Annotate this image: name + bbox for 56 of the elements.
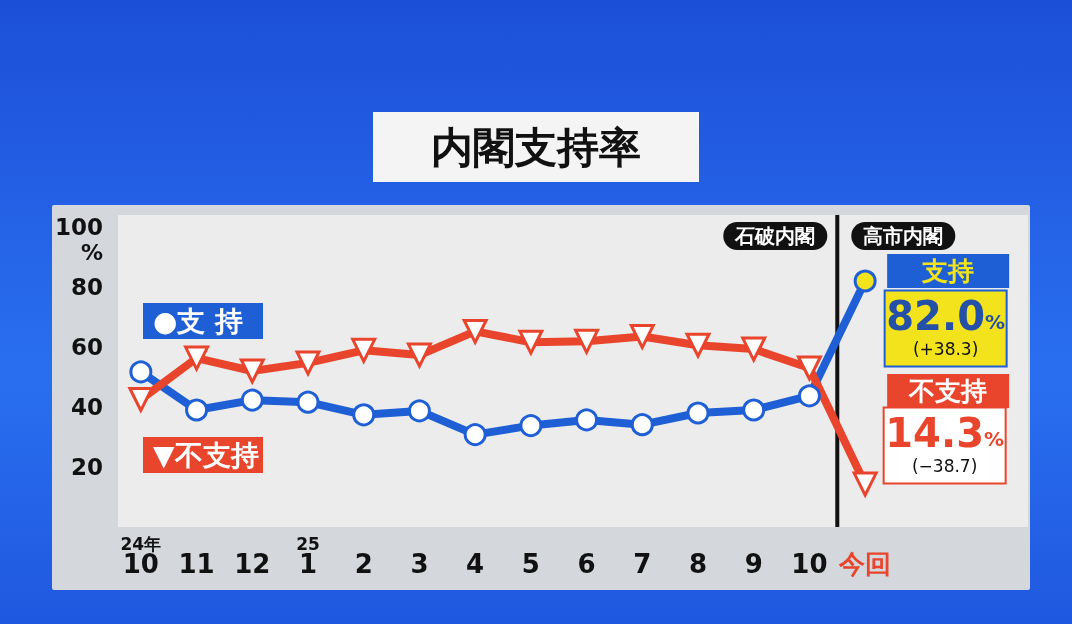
point	[685, 332, 711, 358]
x-tick-label: 10	[791, 549, 828, 579]
point	[797, 384, 821, 408]
y-tick-label: 80	[70, 274, 103, 300]
point	[185, 398, 209, 422]
point	[852, 471, 878, 497]
y-tick-label: 100	[54, 214, 103, 240]
text: 支持	[921, 256, 975, 286]
data-label: 82.0% (+38.3)	[886, 292, 1006, 359]
text: 24年	[120, 533, 162, 554]
point	[575, 408, 599, 432]
point	[184, 345, 210, 371]
y-tick-label: 20	[70, 454, 103, 480]
point	[630, 413, 654, 437]
point	[406, 342, 432, 368]
point	[239, 358, 265, 384]
point	[574, 328, 600, 354]
point	[741, 336, 767, 362]
data-label: 14.3% (−38.7)	[885, 409, 1005, 476]
x-tick-label: 5	[521, 549, 540, 579]
point	[407, 399, 431, 423]
y-tick-label: 40	[70, 394, 103, 420]
point	[240, 388, 264, 412]
x-tick-label: 2	[354, 549, 373, 579]
x-tick-label: 7	[633, 549, 652, 579]
y-tick-label: 60	[70, 334, 103, 360]
x-tick-label: 11	[178, 549, 215, 579]
annotation: 石破内閣	[734, 224, 816, 248]
point	[462, 318, 488, 344]
annotation: 高市内閣	[863, 224, 944, 248]
point	[128, 387, 154, 412]
point	[686, 401, 710, 425]
point	[853, 269, 877, 293]
point	[295, 350, 321, 376]
point	[129, 360, 153, 384]
chart-title: 内閣支持率	[431, 122, 641, 172]
x-tick-label: 6	[577, 549, 596, 579]
point	[796, 355, 822, 381]
point	[351, 337, 377, 363]
x-tick-label: 4	[466, 549, 485, 579]
point	[296, 390, 320, 414]
point	[352, 403, 376, 427]
y-axis-title: %	[80, 239, 103, 265]
x-tick-label: 9	[744, 549, 763, 579]
x-tick-label: 8	[688, 549, 708, 579]
point	[742, 398, 766, 422]
point	[629, 324, 655, 349]
text: 不支持	[908, 376, 988, 407]
x-tick-label: 12	[234, 549, 271, 579]
x-tick-label: 3	[410, 549, 429, 579]
series-label: ●支 持	[153, 304, 244, 338]
point	[519, 414, 543, 438]
x-tick-label: 今回	[838, 549, 892, 579]
point	[463, 423, 487, 447]
series-label: ▼不支持	[153, 438, 259, 472]
point	[518, 329, 544, 355]
